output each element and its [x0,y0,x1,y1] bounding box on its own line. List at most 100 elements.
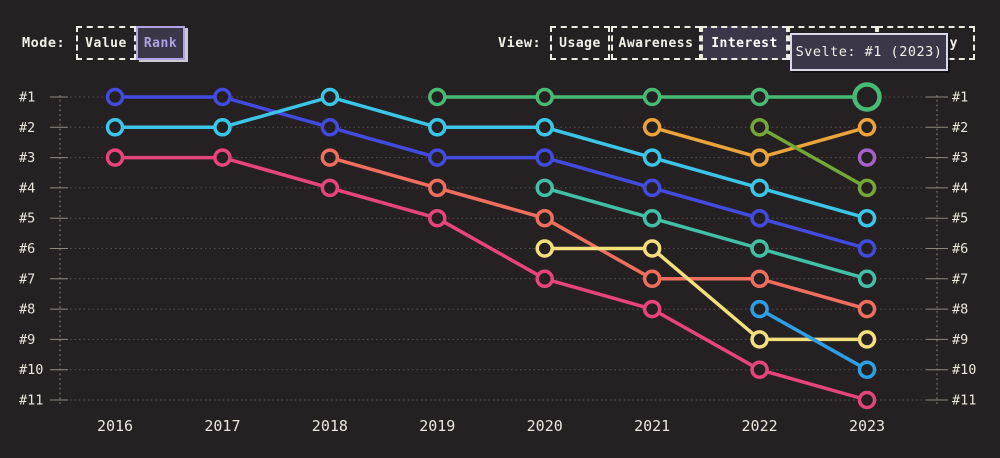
data-point-series-green-svelte[interactable] [750,87,769,107]
data-point-series-green-svelte[interactable] [428,87,447,107]
data-point-series-green-svelte[interactable] [535,87,554,107]
data-point-series-salmon[interactable] [320,148,340,167]
rank-label-left: #8 [19,302,35,318]
year-label: 2018 [312,417,348,435]
data-point-series-salmon[interactable] [857,299,877,319]
data-point-series-purple[interactable] [857,148,877,167]
series-points [105,82,882,410]
data-point-series-teal[interactable] [535,178,554,198]
rank-label-right: #6 [952,241,968,257]
rank-label-left: #3 [19,150,35,166]
rank-label-right: #10 [952,362,976,378]
year-label: 2021 [634,417,670,435]
line-series-teal [542,186,869,281]
year-label: 2022 [742,417,778,435]
data-point-series-indigo[interactable] [750,208,769,228]
line-series-cyan [113,95,869,220]
year-label: 2016 [97,417,133,435]
line-series-indigo [113,95,869,251]
rank-label-left: #9 [19,332,35,348]
line-series-salmon [328,155,869,311]
rank-label-right: #3 [952,150,968,166]
data-point-series-cyan[interactable] [105,118,125,137]
data-point-series-orange[interactable] [857,118,877,137]
mode-button-value[interactable]: Value [76,26,136,60]
data-point-series-orange[interactable] [750,148,769,167]
rank-label-left: #5 [19,211,35,227]
rank-label-left: #4 [19,180,35,196]
data-point-series-rose[interactable] [857,390,877,410]
rank-label-left: #7 [19,271,35,287]
data-point-series-salmon[interactable] [428,178,447,198]
data-point-series-salmon[interactable] [750,269,769,289]
data-point-series-rose[interactable] [320,178,340,198]
data-point-series-yellow[interactable] [535,239,554,258]
data-point-series-yellow[interactable] [642,239,662,258]
data-point-series-rose[interactable] [213,148,232,167]
data-point-series-indigo[interactable] [213,87,232,107]
rank-label-right: #2 [952,120,968,136]
data-point-series-cyan[interactable] [857,208,877,228]
data-point-series-cyan[interactable] [320,87,340,107]
data-point-series-indigo[interactable] [105,87,125,107]
data-point-series-green-svelte[interactable] [642,87,662,107]
line-series-sky [757,307,869,372]
data-point-series-cyan[interactable] [642,148,662,167]
data-point-series-teal[interactable] [857,269,877,289]
year-label: 2019 [419,417,455,435]
rank-label-right: #11 [952,393,976,409]
mode-label: Mode: [22,35,66,51]
year-label: 2023 [849,417,885,435]
data-point-series-rose[interactable] [642,299,662,319]
data-point-series-rose[interactable] [105,148,125,167]
line-series-rose [113,155,869,402]
data-point-series-indigo[interactable] [535,148,554,167]
data-point-series-cyan[interactable] [535,118,554,137]
view-button-awareness[interactable]: Awareness [611,26,701,60]
highlighted-data-point-series-green-svelte[interactable] [852,82,882,112]
data-point-series-indigo[interactable] [428,148,447,167]
rank-label-left: #10 [19,362,43,378]
view-button-usage[interactable]: Usage [550,26,610,60]
line-series-olive [757,125,869,190]
data-point-series-orange[interactable] [642,118,662,137]
data-point-series-salmon[interactable] [642,269,662,289]
x-axis-labels: 2016 2017 2018 2019 2020 2021 2022 2023 [97,417,885,435]
rank-label-right: #5 [952,211,968,227]
mode-button-rank[interactable]: Rank [136,26,185,60]
rank-label-left: #1 [19,90,35,106]
rank-label-right: #4 [952,180,968,196]
year-label: 2017 [204,417,240,435]
view-button-interest[interactable]: Interest [701,26,788,60]
data-point-series-yellow[interactable] [857,330,877,349]
data-point-series-cyan[interactable] [213,118,232,137]
series-lines [113,95,869,402]
data-point-series-indigo[interactable] [857,239,877,258]
rank-label-left: #2 [19,120,35,136]
data-point-series-cyan[interactable] [428,118,447,137]
data-point-series-olive[interactable] [750,118,769,137]
data-point-series-salmon[interactable] [535,208,554,228]
data-point-series-cyan[interactable] [750,178,769,198]
rank-label-right: #8 [952,302,968,318]
data-point-series-indigo[interactable] [642,178,662,198]
data-point-series-rose[interactable] [428,208,447,228]
rank-label-right: #1 [952,90,968,106]
data-point-series-yellow[interactable] [750,330,769,349]
data-point-series-sky[interactable] [750,299,769,319]
data-point-series-indigo[interactable] [320,118,340,137]
data-point-series-teal[interactable] [642,208,662,228]
data-point-series-olive[interactable] [857,178,877,198]
data-point-series-rose[interactable] [750,360,769,379]
rank-label-right: #7 [952,271,968,287]
view-label: View: [498,35,542,51]
gridlines: #1 #1 #2 #2 #3 #3 #4 #4 #5 #5 #6 #6 #7 #7 #8 #8 #9 #9 #10 #… [19,90,976,409]
data-point-series-sky[interactable] [857,360,877,379]
rank-label-left: #11 [19,393,43,409]
chart-tooltip: Svelte: #1 (2023) [790,33,948,71]
data-point-series-rose[interactable] [535,269,554,289]
data-point-series-teal[interactable] [750,239,769,258]
tooltip-text: Svelte: #1 (2023) [795,44,943,60]
